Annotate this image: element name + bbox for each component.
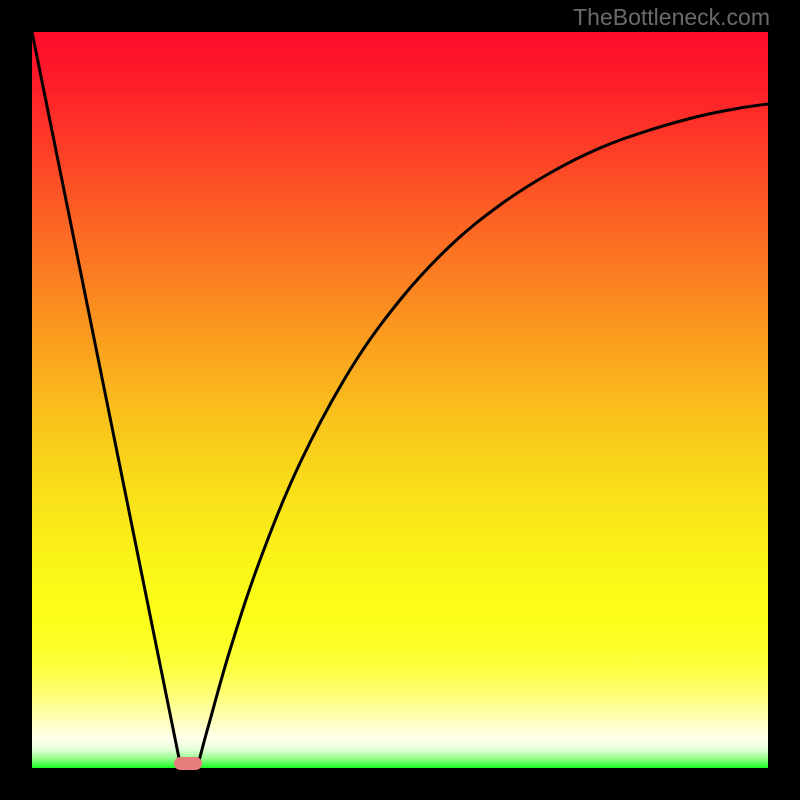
curve-layer: [32, 32, 768, 768]
bottleneck-curve: [32, 32, 768, 768]
chart-container: TheBottleneck.com: [0, 0, 800, 800]
plot-area: [32, 32, 768, 768]
optimal-point-marker: [174, 757, 202, 770]
watermark-text: TheBottleneck.com: [573, 4, 770, 31]
